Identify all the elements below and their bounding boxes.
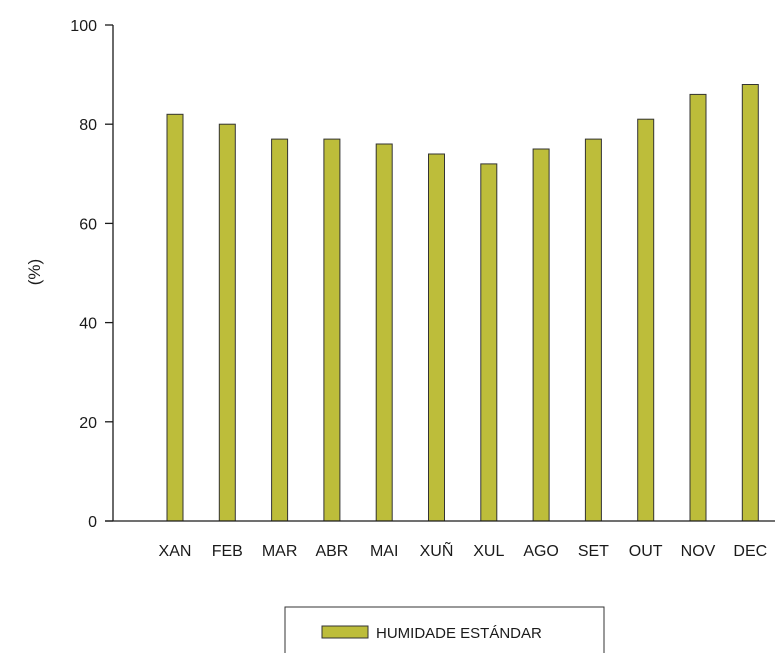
x-tick-label-mar: MAR	[262, 543, 298, 560]
bar-ago	[532, 148, 550, 522]
bar-mar	[271, 138, 289, 522]
y-ticks-group: 0 20 40 60 80 100	[70, 18, 113, 531]
bar-nov	[689, 93, 707, 522]
y-tick-label: 100	[70, 18, 97, 35]
x-tick-label-feb: FEB	[212, 543, 243, 560]
y-tick-label: 80	[79, 117, 97, 134]
x-tick-label-nov: NOV	[681, 543, 716, 560]
x-tick-label-mai: MAI	[370, 543, 398, 560]
bar-set	[584, 138, 602, 522]
bar-out	[637, 118, 655, 522]
y-axis-title: (%)	[25, 259, 44, 285]
x-tick-label-xuñ: XUÑ	[420, 540, 454, 560]
bar-feb	[218, 123, 236, 522]
x-tick-label-out: OUT	[629, 543, 663, 560]
x-tick-label-set: SET	[578, 543, 609, 560]
bar-xul	[480, 163, 498, 522]
y-tick-label: 60	[79, 216, 97, 233]
x-tick-label-xul: XUL	[473, 543, 504, 560]
bar-xan	[166, 113, 184, 522]
y-tick-label: 0	[88, 514, 97, 531]
bars-group	[166, 84, 759, 522]
bar-abr	[323, 138, 341, 522]
x-tick-label-dec: DEC	[733, 543, 767, 560]
bar-mai	[375, 143, 393, 522]
y-tick-label: 20	[79, 415, 97, 432]
x-ticks-group: XAN FEB MAR ABR MAI XUÑ XUL AGO SET OUT NOV DEC	[159, 540, 768, 560]
y-tick-label: 40	[79, 316, 97, 333]
legend-label: HUMIDADE ESTÁNDAR	[376, 625, 542, 642]
bar-dec	[741, 84, 759, 522]
legend: HUMIDADE ESTÁNDAR	[284, 606, 605, 653]
x-tick-label-abr: ABR	[315, 543, 348, 560]
x-tick-label-ago: AGO	[523, 543, 559, 560]
axes-group	[105, 25, 775, 522]
x-tick-label-xan: XAN	[159, 543, 192, 560]
bar-xuñ	[428, 153, 445, 522]
legend-swatch	[321, 625, 369, 639]
